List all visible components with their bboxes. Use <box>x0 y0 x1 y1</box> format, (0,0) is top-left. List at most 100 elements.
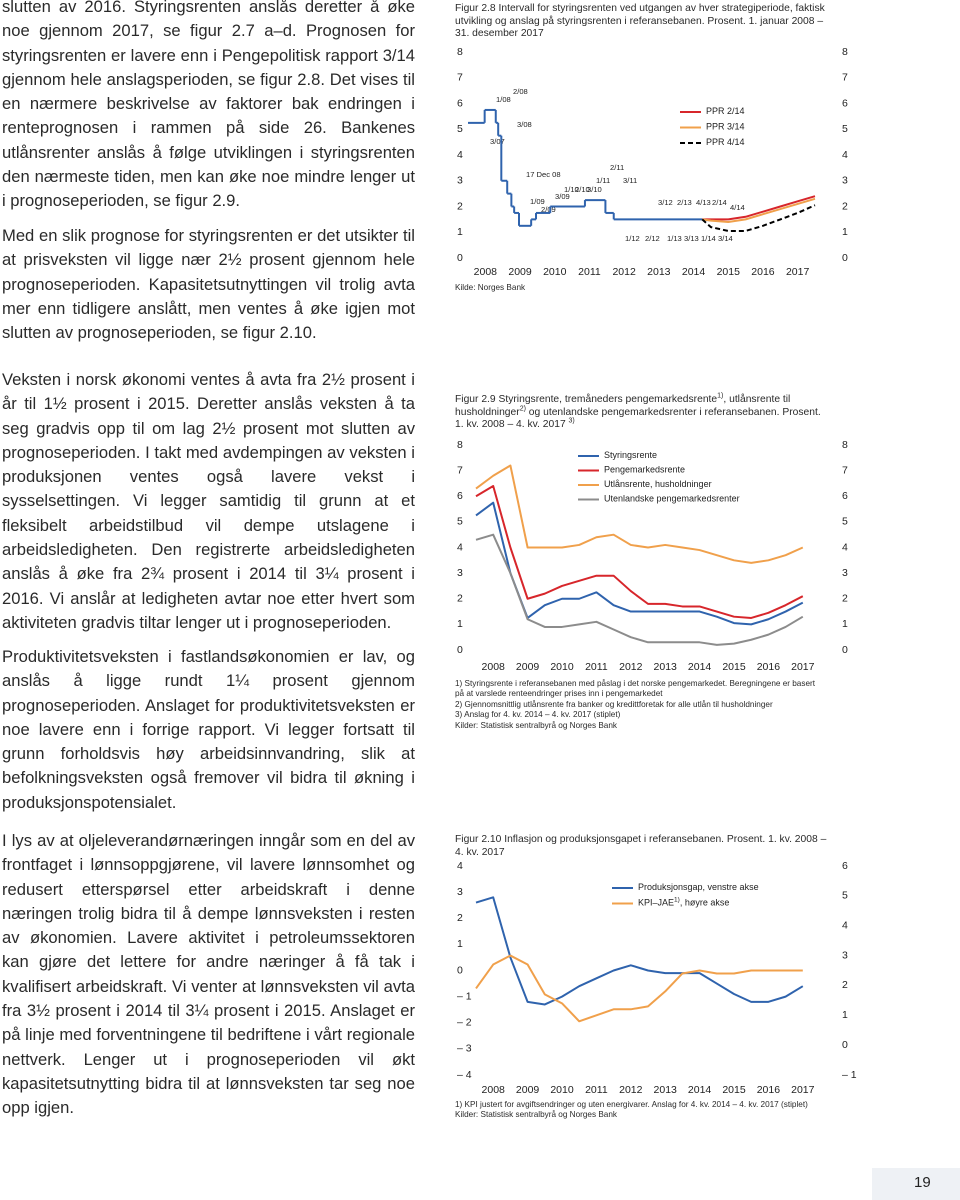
y-tick-label: 4 <box>457 541 463 553</box>
annotation: 3/14 <box>718 234 733 243</box>
y2-tick-label: 2 <box>842 200 848 212</box>
page-tab <box>872 1168 960 1200</box>
annotation: 1/11 <box>596 176 610 185</box>
y2-tick-label: 8 <box>842 46 848 58</box>
legend-name: KPI–JAE <box>638 898 674 908</box>
y-tick-label: – 4 <box>457 1069 472 1081</box>
x-tick-label: 2009 <box>516 1084 540 1096</box>
y2-tick-label: 0 <box>842 644 848 656</box>
series-line <box>475 485 804 619</box>
annotation: 4/13 <box>696 198 711 207</box>
series-line <box>475 954 803 1023</box>
legend-name: Utenlandske pengemarkedsrenter <box>604 494 740 504</box>
x-tick-label: 2008 <box>474 266 498 278</box>
footnote-ref: 1) <box>717 392 724 400</box>
annotation: 1/08 <box>496 95 511 104</box>
y-tick-label: 4 <box>457 149 463 161</box>
annotation: 3/12 <box>658 198 673 207</box>
y2-tick-label: 4 <box>842 149 848 161</box>
annotation: 2/11 <box>610 163 624 172</box>
title-part: og utenlandske pengemarkedsrenter i refe… <box>455 406 821 431</box>
x-tick-label: 2016 <box>757 661 781 673</box>
y-tick-label: – 3 <box>457 1043 472 1055</box>
annotation: 2/14 <box>712 198 727 207</box>
note: 1) KPI justert for avgiftsendringer og u… <box>455 1100 808 1109</box>
legend-suffix: , høyre akse <box>680 898 730 908</box>
y-tick-label: 6 <box>457 490 463 502</box>
y2-tick-label: 6 <box>842 490 848 502</box>
x-tick-label: 2010 <box>550 661 574 673</box>
x-tick-label: 2014 <box>682 266 706 278</box>
y2-tick-label: 6 <box>842 860 848 872</box>
annotation: 3/10 <box>587 185 602 194</box>
figure-source: Kilde: Norges Bank <box>455 283 526 292</box>
x-tick-label: 2017 <box>786 266 810 278</box>
series-line <box>475 464 804 564</box>
annotation: 3/07 <box>490 137 505 146</box>
y2-tick-label: 8 <box>842 439 848 451</box>
legend-label: Pengemarkedsrente <box>604 465 685 475</box>
x-tick-label: 2014 <box>688 661 712 673</box>
y2-tick-label: 2 <box>842 979 848 991</box>
x-tick-label: 2015 <box>722 1084 746 1096</box>
legend-label: KPI–JAE1), høyre akse <box>638 896 729 908</box>
title-part: Figur 2.9 Styringsrente, tremåneders pen… <box>455 394 718 405</box>
x-tick-label: 2015 <box>717 266 741 278</box>
y2-tick-label: 0 <box>842 1039 848 1051</box>
y-tick-label: 5 <box>457 516 463 528</box>
annotation: 1/13 <box>667 234 682 243</box>
y-tick-label: 4 <box>457 860 463 872</box>
legend-label: PPR 3/14 <box>706 122 745 132</box>
y-tick-label: 7 <box>457 464 463 476</box>
x-tick-label: 2011 <box>585 661 608 673</box>
figure-notes: 1) Styringsrente i referansebanen med på… <box>455 679 825 731</box>
x-tick-label: 2012 <box>612 266 636 278</box>
y2-tick-label: – 1 <box>842 1069 857 1081</box>
annotation: 2/10 <box>575 185 590 194</box>
note: 1) Styringsrente i referansebanen med på… <box>455 679 816 699</box>
legend-name: PPR 3/14 <box>706 122 745 132</box>
annotation: 1/14 <box>701 234 716 243</box>
x-tick-label: 2014 <box>688 1084 712 1096</box>
y-tick-label: 0 <box>457 252 463 264</box>
legend-label: PPR 2/14 <box>706 106 745 116</box>
x-tick-label: 2012 <box>619 1084 643 1096</box>
y-tick-label: 8 <box>457 439 463 451</box>
annotation: 17 Dec 08 <box>526 170 561 179</box>
legend-name: Produksjonsgap, venstre akse <box>638 882 759 892</box>
legend-label: Produksjonsgap, venstre akse <box>638 882 759 892</box>
x-tick-label: 2013 <box>654 1084 678 1096</box>
x-tick-label: 2012 <box>619 661 643 673</box>
legend-name: PPR 4/14 <box>706 137 745 147</box>
page-number: 19 <box>914 1174 931 1191</box>
y-tick-label: 1 <box>457 938 463 950</box>
annotation: 1/12 <box>625 234 640 243</box>
legend-name: Utlånsrente, husholdninger <box>604 479 712 489</box>
y2-tick-label: 0 <box>842 252 848 264</box>
x-tick-label: 2008 <box>482 661 506 673</box>
paragraph: Veksten i norsk økonomi ventes å avta fr… <box>2 370 415 632</box>
annotation: 2/08 <box>513 87 528 96</box>
note: 2) Gjennomsnittlig utlånsrente fra banke… <box>455 699 773 709</box>
y-tick-label: 2 <box>457 200 463 212</box>
y2-tick-label: 7 <box>842 464 848 476</box>
y2-tick-label: 3 <box>842 949 848 961</box>
annotation: 2/13 <box>677 198 692 207</box>
legend-label: Styringsrente <box>604 450 657 460</box>
y-tick-label: – 1 <box>457 990 472 1002</box>
x-tick-label: 2017 <box>791 661 815 673</box>
y-tick-label: 8 <box>457 46 463 58</box>
y2-tick-label: 5 <box>842 123 848 135</box>
y2-tick-label: 1 <box>842 1009 848 1021</box>
x-tick-label: 2013 <box>654 661 678 673</box>
y2-tick-label: 2 <box>842 593 848 605</box>
x-tick-label: 2017 <box>791 1084 815 1096</box>
figure-title: Figur 2.9 Styringsrente, tremåneders pen… <box>455 392 830 432</box>
x-tick-label: 2016 <box>757 1084 781 1096</box>
x-tick-label: 2011 <box>585 1084 608 1096</box>
figure-title: Figur 2.8 Intervall for styringsrenten v… <box>455 3 825 40</box>
paragraph: I lys av at oljeleverandørnæringen inngå… <box>2 831 415 1118</box>
x-tick-label: 2013 <box>647 266 671 278</box>
series-line <box>475 533 804 646</box>
